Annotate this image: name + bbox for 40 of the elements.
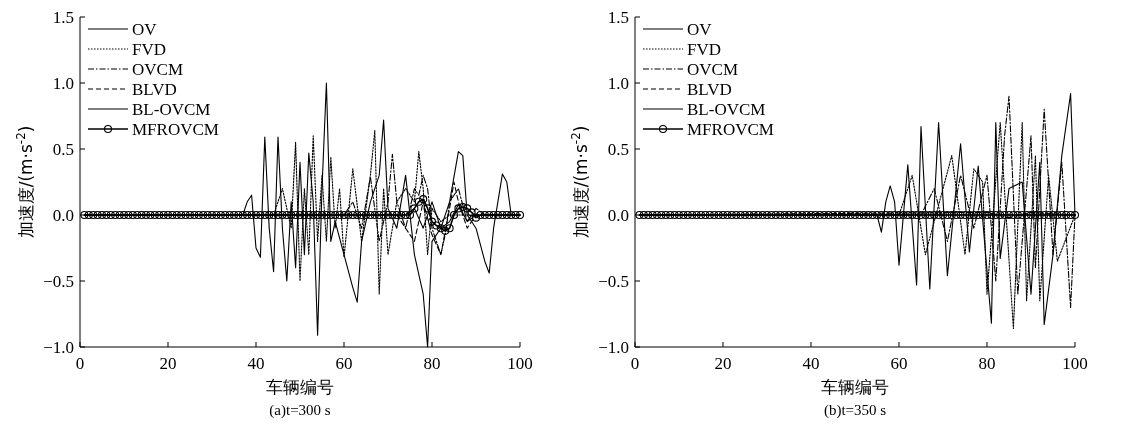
x-tick-label: 80 (423, 354, 441, 373)
x-tick-label: 40 (802, 354, 820, 373)
legend-label: BLVD (132, 79, 177, 99)
x-tick-label: 40 (247, 354, 265, 373)
x-tick-label: 0 (630, 354, 640, 373)
x-tick-label: 60 (890, 354, 908, 373)
y-tick-label: 0.0 (607, 205, 629, 225)
x-tick-label: 0 (75, 354, 85, 373)
legend-label: OVCM (132, 59, 184, 79)
legend-label: BL-OVCM (132, 99, 211, 119)
y-tick-label: −0.5 (43, 271, 74, 291)
y-tick-label: −1.0 (598, 337, 629, 357)
y-tick-label: 1.5 (52, 7, 74, 27)
x-tick-label: 100 (1062, 354, 1088, 373)
legend-label: BL-OVCM (687, 99, 766, 119)
legend-label: FVD (132, 39, 167, 59)
legend-label: MFROVCM (687, 119, 774, 139)
legend-label: OV (132, 19, 158, 39)
x-tick-label: 60 (335, 354, 353, 373)
legend-label: OVCM (687, 59, 739, 79)
x-axis-title: 车辆编号 (821, 377, 889, 397)
x-axis-title: 车辆编号 (266, 377, 334, 397)
y-tick-label: 1.0 (52, 73, 74, 93)
legend-label: MFROVCM (132, 119, 219, 139)
legend-label: BLVD (687, 79, 732, 99)
x-tick-label: 20 (159, 354, 177, 373)
y-tick-label: 0.0 (52, 205, 74, 225)
x-tick-label: 80 (978, 354, 996, 373)
y-tick-label: −1.0 (43, 337, 74, 357)
y-tick-label: 0.5 (52, 139, 74, 159)
y-tick-label: 0.5 (607, 139, 629, 159)
x-tick-label: 100 (507, 354, 533, 373)
legend-label: OV (687, 19, 713, 39)
x-tick-label: 20 (714, 354, 732, 373)
text: (b)t=350 s (823, 402, 887, 419)
y-tick-label: −0.5 (598, 271, 629, 291)
y-tick-label: 1.5 (607, 7, 629, 27)
text: (a)t=300 s (269, 402, 331, 419)
legend-label: FVD (687, 39, 722, 59)
y-tick-label: 1.0 (607, 73, 629, 93)
